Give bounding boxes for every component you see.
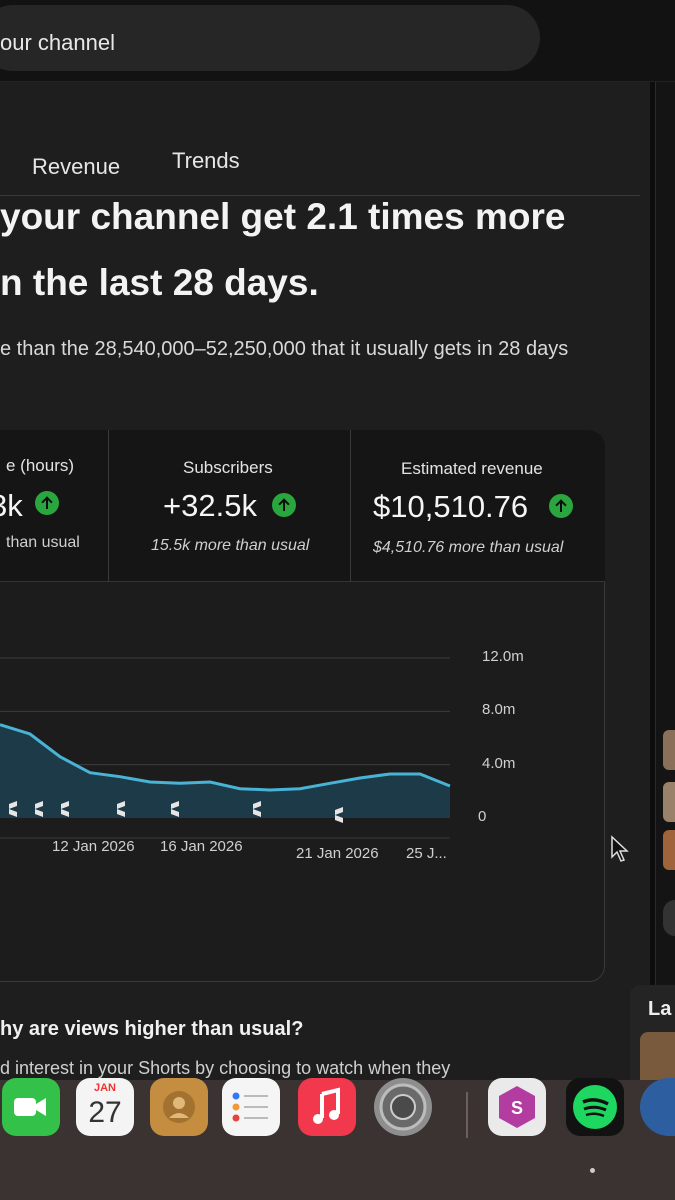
- metric-estimated-revenue[interactable]: Estimated revenue $10,510.76 $4,510.76 m…: [351, 430, 605, 582]
- metric-watch-time[interactable]: e (hours) 3k than usual: [0, 430, 108, 582]
- facetime-icon[interactable]: [2, 1078, 60, 1136]
- views-line: [0, 723, 451, 792]
- music-icon[interactable]: [298, 1078, 356, 1136]
- metric-divider: [108, 430, 109, 582]
- views-area: [0, 724, 450, 818]
- calendar-icon[interactable]: JAN 27: [76, 1078, 134, 1136]
- y-tick-label: 4.0m: [482, 754, 516, 772]
- why-views-heading: hy are views higher than usual?: [0, 1018, 304, 1040]
- usual-range-text: e than the 28,540,000–52,250,000 that it…: [0, 338, 569, 360]
- setapp-icon[interactable]: S: [488, 1078, 546, 1136]
- metric-label: Subscribers: [183, 458, 273, 477]
- rail-button[interactable]: [663, 900, 675, 936]
- x-tick-label: 12 Jan 2026: [52, 838, 135, 855]
- shorts-icon[interactable]: [4, 800, 22, 818]
- tab-revenue[interactable]: Revenue: [32, 154, 121, 179]
- search-input[interactable]: our channel: [0, 30, 115, 55]
- y-tick-label: 8.0m: [482, 701, 516, 719]
- side-card-label: La: [648, 998, 672, 1020]
- calendar-month: JAN: [93, 1082, 116, 1094]
- right-rail: [655, 82, 675, 1112]
- tab-bar: Revenue Trends: [0, 140, 640, 196]
- metric-sub: $4,510.76 more than usual: [373, 539, 564, 556]
- x-tick-label: 16 Jan 2026: [160, 838, 243, 855]
- shorts-icon[interactable]: [56, 800, 74, 818]
- rail-thumbnail[interactable]: [663, 782, 675, 822]
- x-tick-label: 25 J...: [406, 845, 447, 862]
- rail-thumbnail[interactable]: [663, 730, 675, 770]
- shorts-icon[interactable]: [30, 800, 48, 818]
- y-tick-label: 12.0m: [482, 648, 524, 665]
- y-tick-label: 0: [478, 808, 487, 825]
- mouse-cursor-icon: [611, 835, 629, 862]
- metric-label: Estimated revenue: [401, 459, 543, 478]
- metric-label: e (hours): [6, 456, 75, 475]
- headline-line-2: n the last 28 days.: [0, 262, 319, 303]
- headline-line-1: your channel get 2.1 times more: [0, 196, 566, 237]
- tab-trends[interactable]: Trends: [172, 148, 240, 173]
- calendar-day: 27: [88, 1096, 122, 1129]
- arrow-up-icon: [549, 494, 573, 518]
- reminders-icon[interactable]: [222, 1078, 280, 1136]
- metric-subscribers[interactable]: Subscribers +32.5k 15.5k more than usual: [109, 430, 350, 582]
- metric-sub: than usual: [6, 534, 80, 551]
- arrow-up-icon: [35, 491, 59, 515]
- metric-value: 3k: [0, 488, 23, 523]
- metric-divider: [350, 430, 351, 582]
- chart-grid: [0, 657, 450, 766]
- search-bar[interactable]: [0, 5, 540, 71]
- running-indicator: [590, 1168, 595, 1173]
- contacts-icon[interactable]: [150, 1078, 208, 1136]
- arrow-up-icon: [272, 493, 296, 517]
- metric-value: +32.5k: [163, 488, 257, 523]
- top-bar: our channel: [0, 0, 675, 82]
- shorts-icon[interactable]: [166, 800, 184, 818]
- why-views-text: d interest in your Shorts by choosing to…: [0, 1058, 451, 1078]
- svg-text:S: S: [511, 1098, 523, 1118]
- metrics-row: e (hours) 3k than usual Subscribers +32.…: [0, 430, 605, 582]
- system-settings-icon[interactable]: [374, 1078, 432, 1136]
- metric-value: $10,510.76: [373, 489, 529, 524]
- metric-sub: 15.5k more than usual: [151, 537, 310, 554]
- shorts-icon[interactable]: [248, 800, 266, 818]
- x-tick-label: 21 Jan 2026: [296, 845, 379, 862]
- spotify-icon[interactable]: [566, 1078, 624, 1136]
- rail-thumbnail[interactable]: [663, 830, 675, 870]
- views-chart[interactable]: [0, 600, 600, 900]
- shorts-icon[interactable]: [112, 800, 130, 818]
- shorts-icon[interactable]: [330, 806, 348, 824]
- dock-separator: [466, 1092, 468, 1138]
